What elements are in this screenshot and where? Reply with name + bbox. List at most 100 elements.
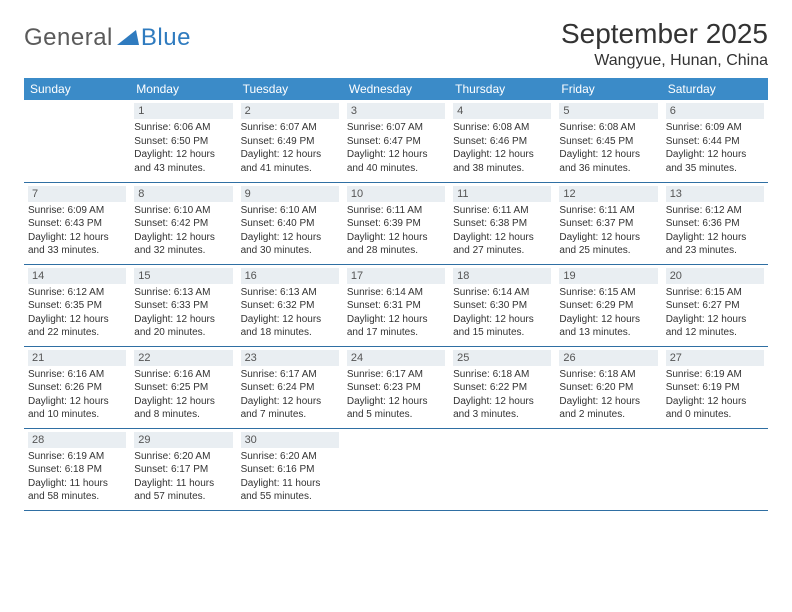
detail-line: Sunset: 6:20 PM <box>559 381 657 395</box>
calendar-day-cell: 16 Sunrise: 6:13 AMSunset: 6:32 PMDayligh… <box>237 264 343 346</box>
day-number: 24 <box>347 350 445 366</box>
day-details: Sunrise: 6:11 AMSunset: 6:38 PMDaylight:… <box>453 204 551 258</box>
day-details: Sunrise: 6:09 AMSunset: 6:44 PMDaylight:… <box>666 121 764 175</box>
day-details: Sunrise: 6:19 AMSunset: 6:18 PMDaylight:… <box>28 450 126 504</box>
detail-line: and 3 minutes. <box>453 408 551 422</box>
detail-line: and 40 minutes. <box>347 162 445 176</box>
calendar-day-cell: 12Sunrise: 6:11 AMSunset: 6:37 PMDayligh… <box>555 182 661 264</box>
calendar-day-cell: 26Sunrise: 6:18 AMSunset: 6:20 PMDayligh… <box>555 346 661 428</box>
detail-line: Sunrise: 6:11 AM <box>559 204 657 218</box>
detail-line: Daylight: 11 hours <box>28 477 126 491</box>
day-number: 27 <box>666 350 764 366</box>
detail-line: Daylight: 12 hours <box>347 395 445 409</box>
detail-line: Sunrise: 6:12 AM <box>666 204 764 218</box>
day-number: 3 <box>347 103 445 119</box>
detail-line: Daylight: 12 hours <box>666 395 764 409</box>
detail-line: and 7 minutes. <box>241 408 339 422</box>
day-number: 1 <box>134 103 232 119</box>
calendar-day-cell: 2Sunrise: 6:07 AMSunset: 6:49 PMDaylight… <box>237 100 343 182</box>
calendar-page: General Blue September 2025 Wangyue, Hun… <box>0 0 792 521</box>
detail-line: Sunset: 6:46 PM <box>453 135 551 149</box>
detail-line: Sunrise: 6:18 AM <box>453 368 551 382</box>
detail-line: Daylight: 12 hours <box>559 395 657 409</box>
detail-line: Daylight: 12 hours <box>347 313 445 327</box>
detail-line: Sunset: 6:37 PM <box>559 217 657 231</box>
calendar-day-cell: 28Sunrise: 6:19 AMSunset: 6:18 PMDayligh… <box>24 428 130 510</box>
detail-line: and 5 minutes. <box>347 408 445 422</box>
weekday-header: Wednesday <box>343 78 449 100</box>
detail-line: Sunset: 6:25 PM <box>134 381 232 395</box>
calendar-week-row: 14Sunrise: 6:12 AMSunset: 6:35 PMDayligh… <box>24 264 768 346</box>
detail-line: Sunset: 6:44 PM <box>666 135 764 149</box>
calendar-day-cell <box>343 428 449 510</box>
detail-line: Sunset: 6:39 PM <box>347 217 445 231</box>
detail-line: and 33 minutes. <box>28 244 126 258</box>
day-number: 2 <box>241 103 339 119</box>
calendar-day-cell: 6 Sunrise: 6:09 AMSunset: 6:44 PMDaylight… <box>662 100 768 182</box>
calendar-body: 1Sunrise: 6:06 AMSunset: 6:50 PMDaylight… <box>24 100 768 510</box>
calendar-day-cell <box>662 428 768 510</box>
detail-line: Daylight: 12 hours <box>134 148 232 162</box>
detail-line: Sunset: 6:22 PM <box>453 381 551 395</box>
detail-line: Daylight: 12 hours <box>241 313 339 327</box>
day-details: Sunrise: 6:13 AMSunset: 6:32 PMDaylight:… <box>241 286 339 340</box>
detail-line: Sunset: 6:50 PM <box>134 135 232 149</box>
detail-line: Sunset: 6:23 PM <box>347 381 445 395</box>
day-number: 20 <box>666 268 764 284</box>
calendar-head: SundayMondayTuesdayWednesdayThursdayFrid… <box>24 78 768 100</box>
detail-line: Sunset: 6:43 PM <box>28 217 126 231</box>
detail-line: Sunset: 6:42 PM <box>134 217 232 231</box>
detail-line: Daylight: 12 hours <box>241 148 339 162</box>
weekday-header: Monday <box>130 78 236 100</box>
detail-line: and 15 minutes. <box>453 326 551 340</box>
detail-line: Sunrise: 6:09 AM <box>28 204 126 218</box>
calendar-day-cell: 1Sunrise: 6:06 AMSunset: 6:50 PMDaylight… <box>130 100 236 182</box>
calendar-day-cell: 20Sunrise: 6:15 AMSunset: 6:27 PMDayligh… <box>662 264 768 346</box>
calendar-day-cell: 30Sunrise: 6:20 AMSunset: 6:16 PMDayligh… <box>237 428 343 510</box>
day-number: 18 <box>453 268 551 284</box>
calendar-day-cell: 13Sunrise: 6:12 AMSunset: 6:36 PMDayligh… <box>662 182 768 264</box>
detail-line: and 13 minutes. <box>559 326 657 340</box>
detail-line: Sunset: 6:40 PM <box>241 217 339 231</box>
detail-line: and 41 minutes. <box>241 162 339 176</box>
detail-line: Sunrise: 6:16 AM <box>28 368 126 382</box>
detail-line: Sunset: 6:49 PM <box>241 135 339 149</box>
day-number: 7 <box>28 186 126 202</box>
weekday-header: Friday <box>555 78 661 100</box>
day-number: 6 <box>666 103 764 119</box>
day-details: Sunrise: 6:19 AMSunset: 6:19 PMDaylight:… <box>666 368 764 422</box>
day-number: 25 <box>453 350 551 366</box>
detail-line: Daylight: 12 hours <box>559 313 657 327</box>
day-number: 13 <box>666 186 764 202</box>
detail-line: Daylight: 12 hours <box>28 231 126 245</box>
detail-line: and 28 minutes. <box>347 244 445 258</box>
day-details: Sunrise: 6:10 AMSunset: 6:40 PMDaylight:… <box>241 204 339 258</box>
calendar-day-cell: 24Sunrise: 6:17 AMSunset: 6:23 PMDayligh… <box>343 346 449 428</box>
detail-line: and 10 minutes. <box>28 408 126 422</box>
location-subtitle: Wangyue, Hunan, China <box>561 52 768 70</box>
day-details: Sunrise: 6:12 AMSunset: 6:35 PMDaylight:… <box>28 286 126 340</box>
day-details: Sunrise: 6:14 AMSunset: 6:31 PMDaylight:… <box>347 286 445 340</box>
detail-line: and 27 minutes. <box>453 244 551 258</box>
day-details: Sunrise: 6:17 AMSunset: 6:24 PMDaylight:… <box>241 368 339 422</box>
title-block: September 2025 Wangyue, Hunan, China <box>561 18 768 70</box>
day-number: 16 <box>241 268 339 284</box>
day-number: 23 <box>241 350 339 366</box>
calendar-day-cell: 29Sunrise: 6:20 AMSunset: 6:17 PMDayligh… <box>130 428 236 510</box>
detail-line: Sunrise: 6:17 AM <box>241 368 339 382</box>
day-details: Sunrise: 6:08 AMSunset: 6:45 PMDaylight:… <box>559 121 657 175</box>
detail-line: Sunrise: 6:11 AM <box>347 204 445 218</box>
detail-line: and 8 minutes. <box>134 408 232 422</box>
day-number: 9 <box>241 186 339 202</box>
day-details: Sunrise: 6:10 AMSunset: 6:42 PMDaylight:… <box>134 204 232 258</box>
detail-line: Sunset: 6:29 PM <box>559 299 657 313</box>
logo: General Blue <box>24 24 191 52</box>
day-number: 8 <box>134 186 232 202</box>
detail-line: and 58 minutes. <box>28 490 126 504</box>
header: General Blue September 2025 Wangyue, Hun… <box>24 18 768 70</box>
day-details: Sunrise: 6:16 AMSunset: 6:26 PMDaylight:… <box>28 368 126 422</box>
detail-line: Sunrise: 6:11 AM <box>453 204 551 218</box>
detail-line: Sunset: 6:33 PM <box>134 299 232 313</box>
day-number: 10 <box>347 186 445 202</box>
detail-line: Sunrise: 6:15 AM <box>559 286 657 300</box>
